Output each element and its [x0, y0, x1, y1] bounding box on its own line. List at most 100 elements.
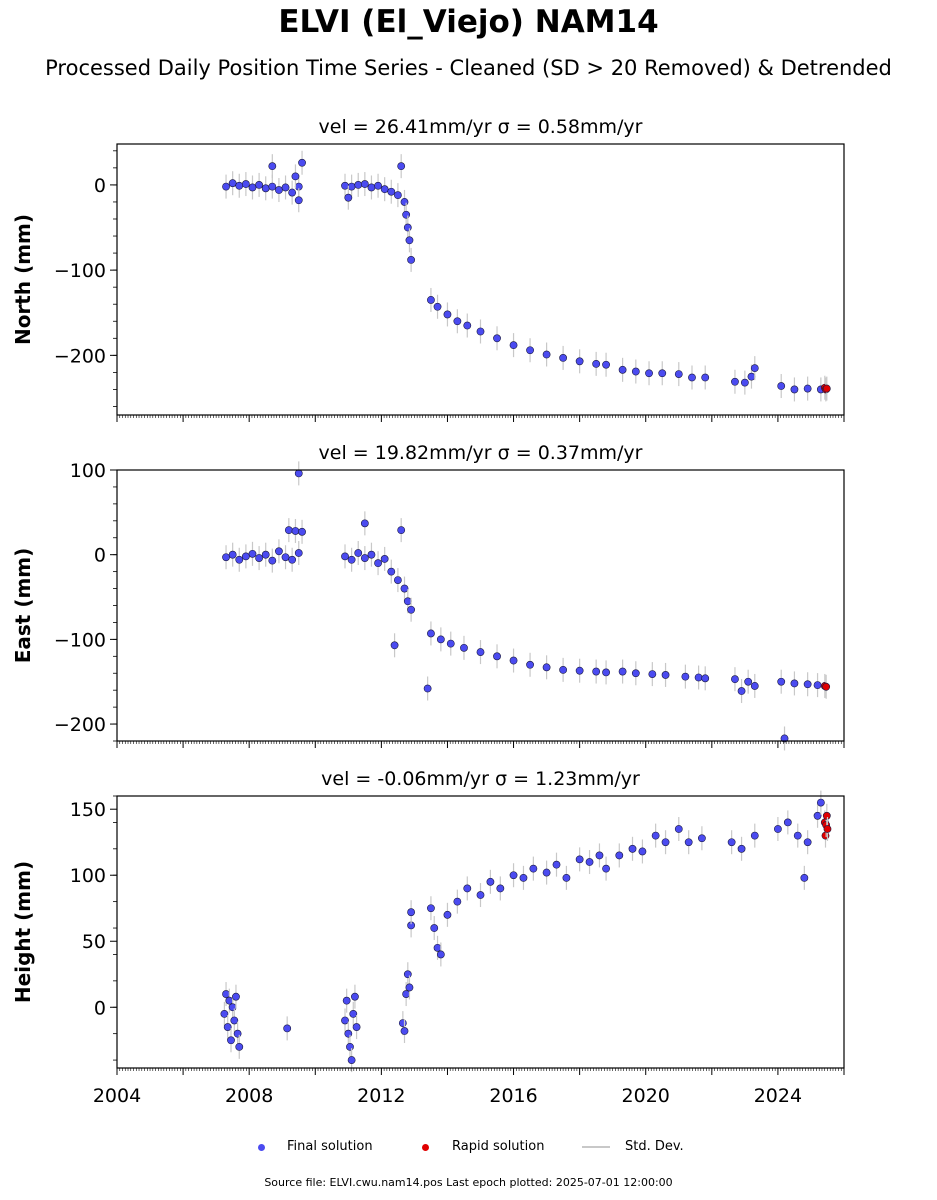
final-solution-point — [562, 873, 571, 882]
final-solution-point — [248, 183, 257, 192]
final-solution-point — [354, 181, 363, 189]
final-solution-point — [403, 597, 412, 606]
final-solution-point — [228, 179, 237, 188]
final-solution-point — [222, 990, 230, 998]
final-solution-point — [433, 943, 442, 952]
final-solution-point — [737, 687, 746, 695]
final-solution-point — [390, 641, 399, 650]
final-solution-point — [400, 198, 409, 206]
final-solution-point — [360, 180, 369, 188]
final-solution-point — [816, 798, 825, 807]
final-solution-point — [674, 825, 683, 833]
final-solution-point — [232, 992, 240, 1001]
x-tick-label: 2008 — [225, 1085, 273, 1107]
std-dev-line-icon — [582, 1146, 610, 1148]
y-tick-label: −100 — [54, 629, 106, 651]
final-solution-point — [225, 996, 234, 1005]
final-solution-point — [407, 908, 416, 917]
final-solution-point — [283, 1024, 292, 1033]
final-solution-point — [393, 191, 402, 200]
final-solution-point — [602, 360, 610, 369]
final-solution-point — [615, 851, 624, 860]
final-solution-point — [592, 667, 601, 676]
final-solution-point — [674, 370, 683, 378]
final-solution-point — [291, 172, 300, 181]
final-solution-point — [393, 576, 402, 584]
final-solution-point — [341, 552, 349, 561]
final-solution-point — [223, 1023, 232, 1031]
final-solution-point — [701, 373, 710, 382]
y-tick-label: 0 — [94, 545, 106, 567]
final-solution-point — [222, 553, 230, 562]
final-solution-point — [628, 844, 637, 853]
y-tick-label: 100 — [70, 460, 106, 482]
final-solution-point — [731, 377, 739, 386]
final-solution-point — [380, 185, 389, 194]
final-solution-point — [341, 1016, 349, 1025]
final-solution-point — [407, 255, 416, 264]
legend: Final solution Rapid solution Std. Dev. — [0, 1137, 937, 1157]
page-subtitle: Processed Daily Position Time Series - C… — [45, 56, 892, 80]
final-solution-point — [526, 346, 534, 355]
final-solution-point — [618, 667, 627, 676]
final-solution-point — [288, 188, 297, 197]
final-solution-point — [402, 210, 411, 219]
final-solution-point — [638, 847, 647, 856]
final-solution-point — [542, 663, 551, 672]
final-solution-point — [430, 924, 439, 932]
final-solution-point — [397, 526, 406, 535]
final-solution-point — [631, 669, 640, 678]
footer-source: Source file: ELVI.cwu.nam14.pos Last epo… — [264, 1176, 673, 1189]
y-tick-label: −100 — [54, 260, 106, 282]
final-solution-point — [559, 354, 568, 362]
final-solution-point — [228, 550, 237, 559]
final-solution-point — [631, 367, 640, 376]
final-solution-point — [235, 555, 244, 564]
final-solution-point — [235, 181, 244, 190]
final-solution-point — [813, 681, 822, 690]
final-solution-point — [575, 357, 584, 366]
final-solution-point — [681, 672, 690, 681]
final-solution-point — [387, 187, 396, 196]
final-solution-point — [400, 584, 409, 593]
final-solution-point — [360, 554, 369, 562]
final-solution-point — [268, 182, 277, 191]
final-solution-point — [463, 884, 472, 893]
final-solution-point — [351, 992, 359, 1001]
y-tick-label: 0 — [94, 175, 106, 197]
final-solution-point — [403, 970, 412, 979]
y-tick-label: 150 — [70, 799, 106, 821]
final-solution-point — [476, 891, 485, 899]
final-solution-point — [443, 910, 452, 919]
y-tick-label: −200 — [54, 714, 106, 736]
final-solution-point — [275, 547, 283, 556]
final-solution-point — [803, 384, 812, 393]
panel-title: vel = 26.41mm/yr σ = 0.58mm/yr — [319, 116, 643, 138]
final-solution-point — [261, 550, 270, 559]
y-tick-label: −200 — [54, 345, 106, 367]
final-solution-point — [222, 182, 230, 191]
final-solution-point — [618, 365, 627, 374]
final-solution-point — [790, 385, 799, 394]
final-solution-point — [486, 877, 495, 886]
final-solution-point — [433, 302, 442, 311]
final-solution-point — [813, 811, 822, 820]
final-solution-point — [268, 162, 277, 171]
final-solution-point — [790, 679, 799, 688]
final-solution-point — [288, 555, 297, 564]
legend-final-label: Final solution — [287, 1139, 373, 1154]
final-solution-point — [360, 519, 369, 528]
final-solution-point — [436, 635, 445, 644]
panel-title: vel = -0.06mm/yr σ = 1.23mm/yr — [321, 768, 640, 790]
final-solution-point — [405, 983, 414, 992]
final-solution-point — [800, 873, 809, 882]
final-solution-point — [347, 1056, 356, 1064]
final-solution-point — [803, 680, 812, 689]
final-solution-point — [526, 660, 534, 669]
final-solution-point — [344, 1029, 353, 1038]
final-solution-point — [241, 180, 250, 188]
final-solution-point — [248, 549, 257, 558]
final-solution-point — [750, 682, 759, 690]
final-solution-point — [241, 552, 250, 561]
final-solution-point — [230, 1016, 239, 1025]
